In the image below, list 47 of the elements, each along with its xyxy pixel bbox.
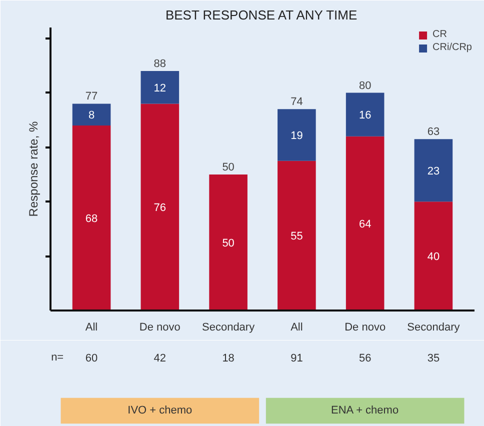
text: 56 [358,352,372,365]
bar [209,174,248,310]
data-label: 19 [290,130,303,142]
data-label: 55 [290,230,303,243]
bar [278,109,316,161]
x-tick-label: Secondary [202,322,256,334]
text: ENA + chemo [330,404,399,417]
bar [414,139,453,202]
data-label: 23 [427,165,440,178]
bar [414,202,453,310]
text: 91 [290,352,303,365]
text: n= [51,352,64,364]
x-tick-label: De novo [139,322,180,334]
total-label: 50 [222,161,234,174]
data-label: 40 [427,251,440,264]
x-tick-label: Secondary [407,322,460,334]
text: 60 [85,352,98,365]
total-label: 80 [358,80,372,92]
total-label: 77 [85,90,98,103]
x-tick-label: De novo [344,322,386,334]
data-label: 64 [358,218,372,230]
bar [72,104,111,126]
x-tick-label: All [85,322,98,334]
total-label: 63 [427,126,440,138]
text: IVO + chemo [128,404,192,417]
bar [140,104,180,310]
bar [346,136,384,310]
legend-label: CRi/CRp [432,42,472,53]
data-label: 16 [358,110,372,122]
bar [72,125,111,310]
text: 18 [222,352,234,365]
bar [346,92,384,136]
bar [140,71,180,104]
data-label: 50 [222,237,234,250]
text: 42 [154,352,166,365]
bar [278,160,316,310]
data-label: 8 [88,110,95,122]
legend-label: CR [432,29,448,40]
x-tick-label: All [290,322,303,334]
chart-title: BEST RESPONSE AT ANY TIME [165,8,358,22]
data-label: 76 [154,202,166,214]
total-label: 74 [290,96,303,108]
y-axis-title: Response rate, % [26,120,40,217]
data-label: 68 [85,212,98,225]
data-label: 12 [154,82,166,94]
text: 35 [427,352,440,365]
total-label: 88 [154,58,166,70]
